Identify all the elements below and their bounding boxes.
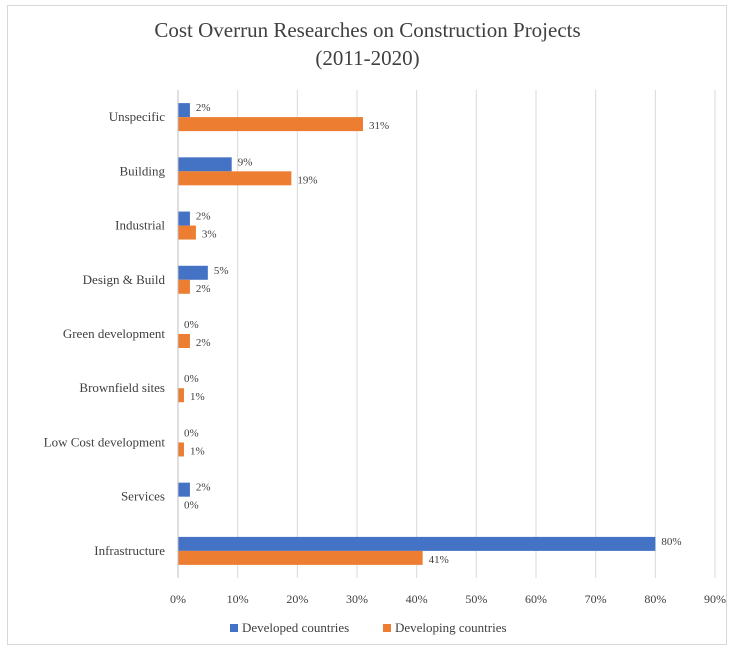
data-label-developing-countries-services: 0% — [184, 500, 199, 512]
category-label-unspecific: Unspecific — [109, 109, 166, 124]
data-label-developed-countries-infrastructure: 80% — [661, 536, 681, 548]
chart-title-line-1: Cost Overrun Researches on Construction … — [154, 18, 581, 42]
category-label-building: Building — [119, 163, 165, 178]
data-label-developed-countries-unspecific: 2% — [196, 102, 211, 114]
legend-swatch-developing — [383, 624, 391, 632]
bar-developing-countries-industrial — [178, 225, 196, 240]
data-label-developing-countries-industrial: 3% — [202, 229, 217, 241]
data-label-developed-countries-services: 2% — [196, 482, 211, 494]
data-label-developed-countries-building: 9% — [238, 156, 253, 168]
data-label-developing-countries-building: 19% — [297, 174, 317, 186]
x-tick-label: 70% — [585, 592, 607, 606]
x-tick-label: 30% — [346, 592, 368, 606]
data-label-developed-countries-brownfield-sites: 0% — [184, 373, 199, 385]
bar-developing-countries-design-build — [178, 279, 190, 294]
data-label-developing-countries-brownfield-sites: 1% — [190, 391, 205, 403]
data-label-developing-countries-low-cost-development: 1% — [190, 445, 205, 457]
data-label-developing-countries-design-build: 2% — [196, 283, 211, 295]
bar-developing-countries-brownfield-sites — [178, 388, 184, 403]
data-label-developed-countries-design-build: 5% — [214, 265, 229, 277]
x-tick-label: 20% — [286, 592, 308, 606]
legend-swatch-developed — [230, 624, 238, 632]
x-tick-label: 0% — [170, 592, 186, 606]
bar-developing-countries-low-cost-development — [178, 442, 184, 457]
bar-developed-countries-infrastructure — [178, 536, 656, 551]
bar-developed-countries-design-build — [178, 265, 208, 280]
legend-label-developing: Developing countries — [395, 620, 507, 635]
x-tick-label: 80% — [644, 592, 666, 606]
bar-developed-countries-services — [178, 482, 190, 497]
data-label-developing-countries-unspecific: 31% — [369, 120, 389, 132]
data-label-developed-countries-low-cost-development: 0% — [184, 427, 199, 439]
category-label-low-cost-development: Low Cost development — [44, 434, 166, 449]
category-label-infrastructure: Infrastructure — [94, 543, 165, 558]
category-label-services: Services — [121, 489, 165, 504]
chart-title-line-2: (2011-2020) — [315, 46, 420, 70]
bar-developing-countries-infrastructure — [178, 550, 423, 565]
data-label-developed-countries-industrial: 2% — [196, 211, 211, 223]
data-label-developing-countries-green-development: 2% — [196, 337, 211, 349]
category-label-brownfield-sites: Brownfield sites — [79, 380, 165, 395]
bar-developed-countries-industrial — [178, 211, 190, 226]
data-label-developing-countries-infrastructure: 41% — [429, 554, 449, 566]
x-tick-label: 40% — [406, 592, 428, 606]
data-label-developed-countries-green-development: 0% — [184, 319, 199, 331]
x-tick-label: 10% — [227, 592, 249, 606]
category-label-green-development: Green development — [63, 326, 166, 341]
category-label-industrial: Industrial — [115, 218, 165, 233]
x-tick-label: 50% — [465, 592, 487, 606]
bar-developed-countries-unspecific — [178, 103, 190, 118]
x-tick-label: 60% — [525, 592, 547, 606]
legend-item-developed: Developed countries — [230, 620, 349, 636]
x-tick-label: 90% — [704, 592, 726, 606]
legend-label-developed: Developed countries — [242, 620, 350, 635]
bar-developed-countries-building — [178, 157, 232, 172]
bar-developing-countries-building — [178, 171, 292, 186]
category-label-design-build: Design & Build — [83, 272, 166, 287]
bar-developing-countries-unspecific — [178, 117, 363, 132]
bar-developing-countries-green-development — [178, 334, 190, 348]
legend-item-developing: Developing countries — [383, 620, 507, 636]
